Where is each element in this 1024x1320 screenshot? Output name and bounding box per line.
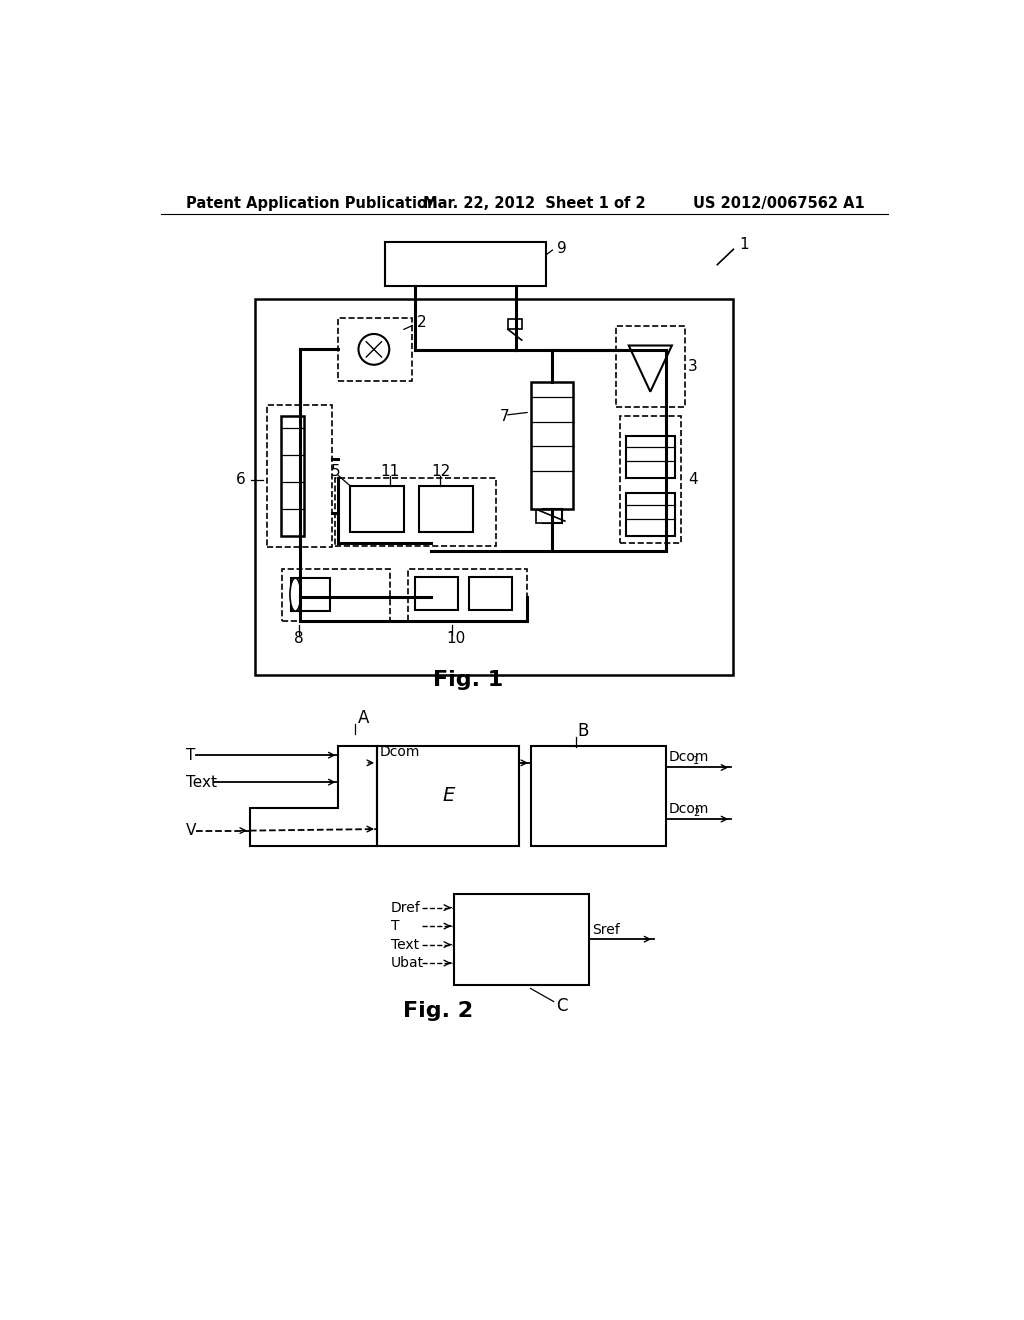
Text: B: B bbox=[578, 722, 589, 739]
Text: C: C bbox=[556, 997, 567, 1015]
Text: T: T bbox=[186, 747, 196, 763]
Text: Fig. 1: Fig. 1 bbox=[433, 671, 503, 690]
Bar bbox=[377, 746, 519, 846]
Bar bbox=[416, 577, 458, 610]
Bar bbox=[543, 508, 562, 523]
Bar bbox=[283, 569, 390, 622]
Text: Dcom: Dcom bbox=[669, 803, 710, 816]
Text: 5: 5 bbox=[331, 465, 340, 479]
Text: Sref: Sref bbox=[593, 923, 621, 937]
Bar bbox=[531, 381, 573, 508]
Text: A: A bbox=[357, 709, 369, 727]
Bar bbox=[408, 569, 527, 622]
Bar bbox=[615, 326, 685, 407]
Text: Text: Text bbox=[186, 775, 217, 789]
Text: Fig. 2: Fig. 2 bbox=[403, 1001, 474, 1020]
Bar bbox=[335, 478, 497, 545]
Bar bbox=[626, 436, 675, 478]
Bar bbox=[508, 318, 521, 330]
Bar bbox=[454, 894, 589, 985]
Text: 2: 2 bbox=[417, 315, 427, 330]
Text: 1: 1 bbox=[739, 238, 749, 252]
Text: Dcom: Dcom bbox=[379, 744, 420, 759]
Text: Text: Text bbox=[391, 937, 419, 952]
Bar bbox=[531, 746, 666, 846]
Bar bbox=[620, 416, 681, 544]
Text: 12: 12 bbox=[431, 465, 451, 479]
Text: Dcom: Dcom bbox=[669, 751, 710, 764]
Bar bbox=[255, 300, 733, 675]
Ellipse shape bbox=[290, 578, 301, 611]
Text: E: E bbox=[442, 787, 455, 805]
Text: 4: 4 bbox=[688, 473, 697, 487]
Text: 9: 9 bbox=[557, 242, 567, 256]
Text: 1: 1 bbox=[693, 756, 699, 767]
Text: Ubat: Ubat bbox=[391, 956, 424, 970]
Text: 7: 7 bbox=[500, 409, 510, 424]
Text: 6: 6 bbox=[237, 473, 246, 487]
Bar bbox=[350, 486, 403, 532]
Bar bbox=[419, 486, 473, 532]
Bar bbox=[281, 416, 304, 536]
Bar bbox=[339, 318, 412, 381]
Text: Mar. 22, 2012  Sheet 1 of 2: Mar. 22, 2012 Sheet 1 of 2 bbox=[423, 195, 646, 211]
Text: Dref: Dref bbox=[391, 900, 421, 915]
Text: 8: 8 bbox=[294, 631, 303, 645]
Bar bbox=[626, 494, 675, 536]
Bar bbox=[292, 578, 330, 611]
Text: 2: 2 bbox=[693, 808, 699, 818]
Text: V: V bbox=[186, 824, 197, 838]
Text: T: T bbox=[391, 919, 399, 933]
Text: 10: 10 bbox=[446, 631, 466, 645]
Bar bbox=[469, 577, 512, 610]
Bar bbox=[267, 405, 333, 548]
Text: US 2012/0067562 A1: US 2012/0067562 A1 bbox=[692, 195, 864, 211]
Text: Patent Application Publication: Patent Application Publication bbox=[186, 195, 437, 211]
Bar bbox=[385, 242, 547, 286]
Text: 11: 11 bbox=[381, 465, 400, 479]
Bar bbox=[536, 510, 553, 524]
Text: 3: 3 bbox=[688, 359, 697, 374]
